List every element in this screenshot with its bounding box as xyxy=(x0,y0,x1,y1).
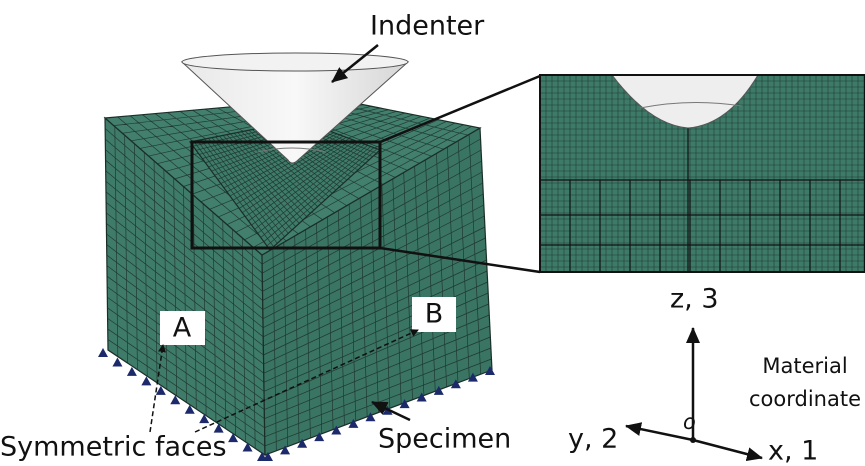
face-b-label: B xyxy=(425,299,444,330)
y-axis-label: y, 2 xyxy=(568,424,618,455)
x-axis-label: x, 1 xyxy=(768,436,818,466)
face-a-label: A xyxy=(173,313,192,344)
indenter-label: Indenter xyxy=(370,11,485,42)
z-axis-label: z, 3 xyxy=(670,284,719,315)
specimen-label: Specimen xyxy=(378,424,511,455)
symmetric-faces-label: Symmetric faces xyxy=(0,432,227,463)
material-label: Material xyxy=(762,354,847,378)
inset-view xyxy=(540,75,865,272)
origin-dot xyxy=(690,437,696,443)
origin-label: o xyxy=(683,410,696,434)
diagram: Indenter A B Symmetric faces Specimen z,… xyxy=(0,0,865,466)
coordinate-system xyxy=(626,328,762,458)
boundary-marker xyxy=(98,348,108,357)
x-axis-arrow xyxy=(693,440,762,458)
coordinate-label: coordinate xyxy=(749,387,861,411)
